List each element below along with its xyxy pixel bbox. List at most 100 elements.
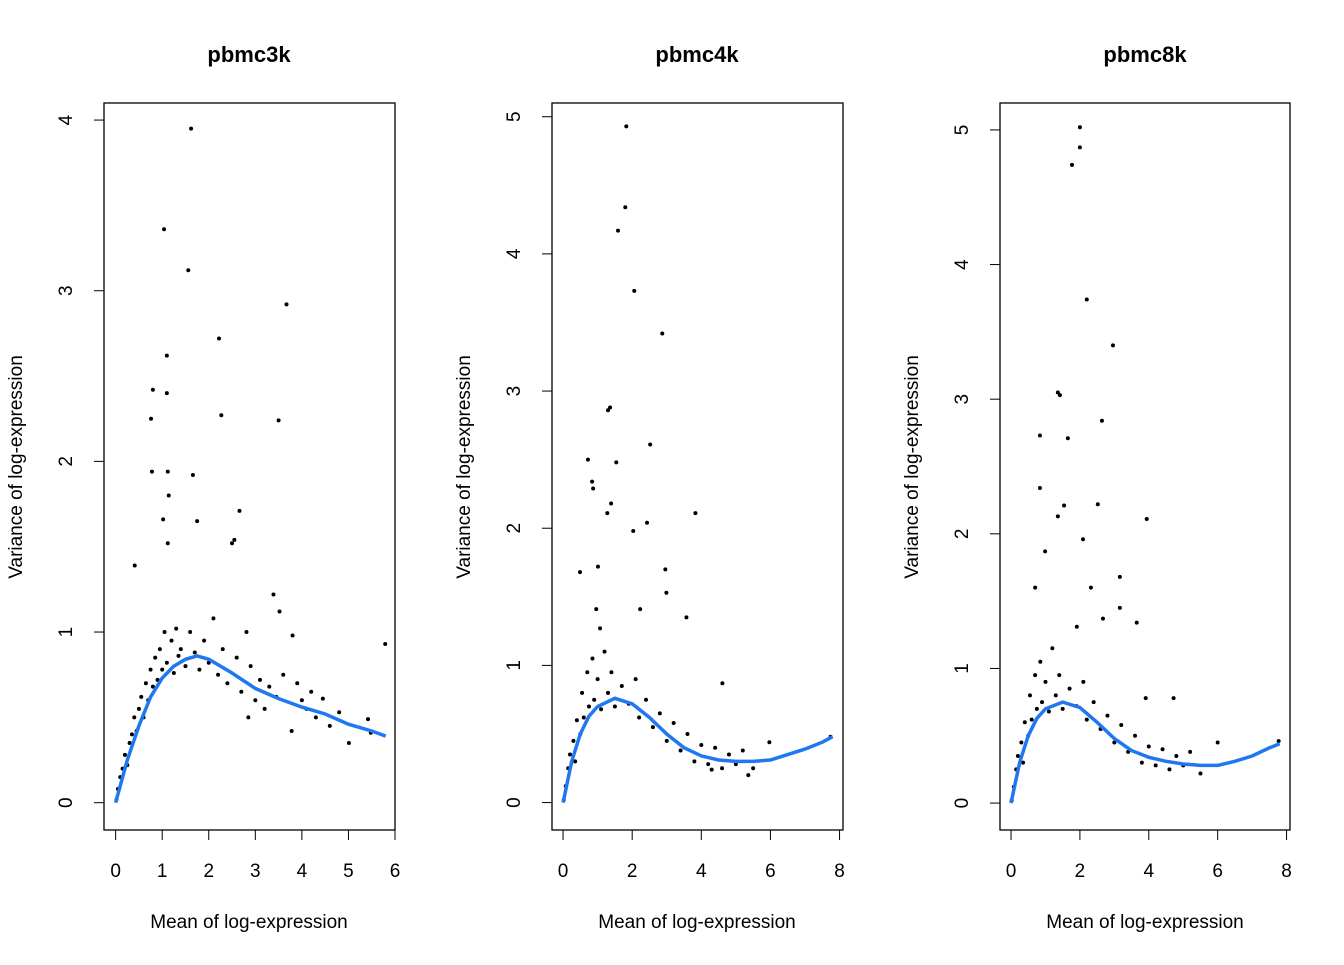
- data-point: [190, 473, 195, 478]
- y-tick-label: 4: [504, 248, 525, 259]
- data-point: [132, 715, 137, 720]
- data-point: [1143, 696, 1148, 701]
- data-point: [239, 689, 244, 694]
- data-point: [1153, 763, 1158, 768]
- data-point: [164, 391, 169, 396]
- data-point: [1053, 693, 1058, 698]
- plot-frame: [999, 102, 1291, 831]
- data-point: [619, 683, 624, 688]
- data-point: [1146, 744, 1151, 749]
- y-tick-label: 3: [504, 386, 525, 397]
- x-tick-label: 0: [1006, 861, 1017, 882]
- data-point: [1040, 700, 1045, 705]
- data-point: [1144, 517, 1149, 522]
- data-point: [1043, 679, 1048, 684]
- panel-pbmc8k: pbmc8k Mean of log-expression Variance o…: [902, 42, 1292, 933]
- x-tick-label: 0: [558, 861, 569, 882]
- data-point: [767, 740, 772, 745]
- data-point: [1062, 503, 1067, 508]
- data-point: [609, 501, 614, 506]
- data-point: [644, 697, 649, 702]
- x-tick-label: 2: [203, 861, 214, 882]
- data-point: [590, 656, 595, 661]
- y-tick-label: 2: [952, 529, 973, 540]
- data-point: [234, 655, 239, 660]
- data-point: [1139, 760, 1144, 765]
- data-point: [706, 762, 711, 767]
- data-point: [346, 740, 351, 745]
- data-point: [631, 528, 636, 533]
- data-point: [595, 564, 600, 569]
- y-tick-label: 3: [952, 394, 973, 405]
- data-point: [162, 630, 167, 635]
- x-axis-label: Mean of log-expression: [598, 912, 796, 933]
- data-point: [225, 681, 230, 686]
- data-point: [1033, 673, 1038, 678]
- x-tick-label: 6: [765, 861, 776, 882]
- data-point: [253, 698, 258, 703]
- data-point: [139, 694, 144, 699]
- x-axis-label: Mean of log-expression: [150, 912, 348, 933]
- data-point: [586, 704, 591, 709]
- data-point: [740, 748, 745, 753]
- x-tick-label: 4: [696, 861, 707, 882]
- data-point: [1174, 753, 1179, 758]
- data-point: [295, 681, 300, 686]
- data-point: [1112, 740, 1117, 745]
- data-point: [150, 684, 155, 689]
- data-point: [623, 205, 628, 210]
- panel-title: pbmc3k: [207, 42, 291, 67]
- x-tick-label: 4: [1143, 861, 1154, 882]
- data-point: [1088, 585, 1093, 590]
- data-point: [685, 731, 690, 736]
- data-point: [1084, 297, 1089, 302]
- data-point: [313, 715, 318, 720]
- data-point: [244, 630, 249, 635]
- data-point: [693, 511, 698, 516]
- data-point: [567, 752, 572, 757]
- data-point: [192, 650, 197, 655]
- data-point: [149, 416, 154, 421]
- y-tick-label: 4: [952, 259, 973, 270]
- y-tick-label: 2: [504, 523, 525, 534]
- data-point: [1081, 537, 1086, 542]
- data-point: [176, 653, 181, 658]
- data-point: [614, 460, 619, 465]
- data-point: [127, 740, 132, 745]
- data-point: [1160, 747, 1165, 752]
- data-point: [1100, 616, 1105, 621]
- x-tick-label: 2: [627, 861, 638, 882]
- plot-frame: [103, 102, 396, 831]
- x-tick-label: 5: [343, 861, 354, 882]
- data-point: [220, 647, 225, 652]
- data-point: [598, 626, 603, 631]
- data-point: [327, 723, 332, 728]
- data-point: [1069, 162, 1074, 167]
- data-point: [573, 759, 578, 764]
- data-point: [160, 667, 165, 672]
- data-point: [1099, 418, 1104, 423]
- panel-title: pbmc8k: [1103, 42, 1187, 67]
- data-point: [720, 766, 725, 771]
- data-point: [161, 517, 166, 522]
- data-point: [153, 655, 158, 660]
- data-point: [1067, 686, 1072, 691]
- data-point: [1215, 740, 1220, 745]
- data-point: [699, 742, 704, 747]
- data-point: [262, 706, 267, 711]
- data-point: [571, 738, 576, 743]
- data-point: [174, 626, 179, 631]
- data-point: [188, 630, 193, 635]
- x-tick-label: 4: [297, 861, 308, 882]
- data-point: [211, 616, 216, 621]
- data-point: [1038, 659, 1043, 664]
- data-point: [595, 677, 600, 682]
- x-tick-label: 6: [1212, 861, 1223, 882]
- data-point: [678, 748, 683, 753]
- data-point: [594, 607, 599, 612]
- data-point: [219, 413, 224, 418]
- x-tick-label: 2: [1075, 861, 1086, 882]
- data-point: [237, 508, 242, 513]
- data-point: [650, 725, 655, 730]
- data-point: [1167, 767, 1172, 772]
